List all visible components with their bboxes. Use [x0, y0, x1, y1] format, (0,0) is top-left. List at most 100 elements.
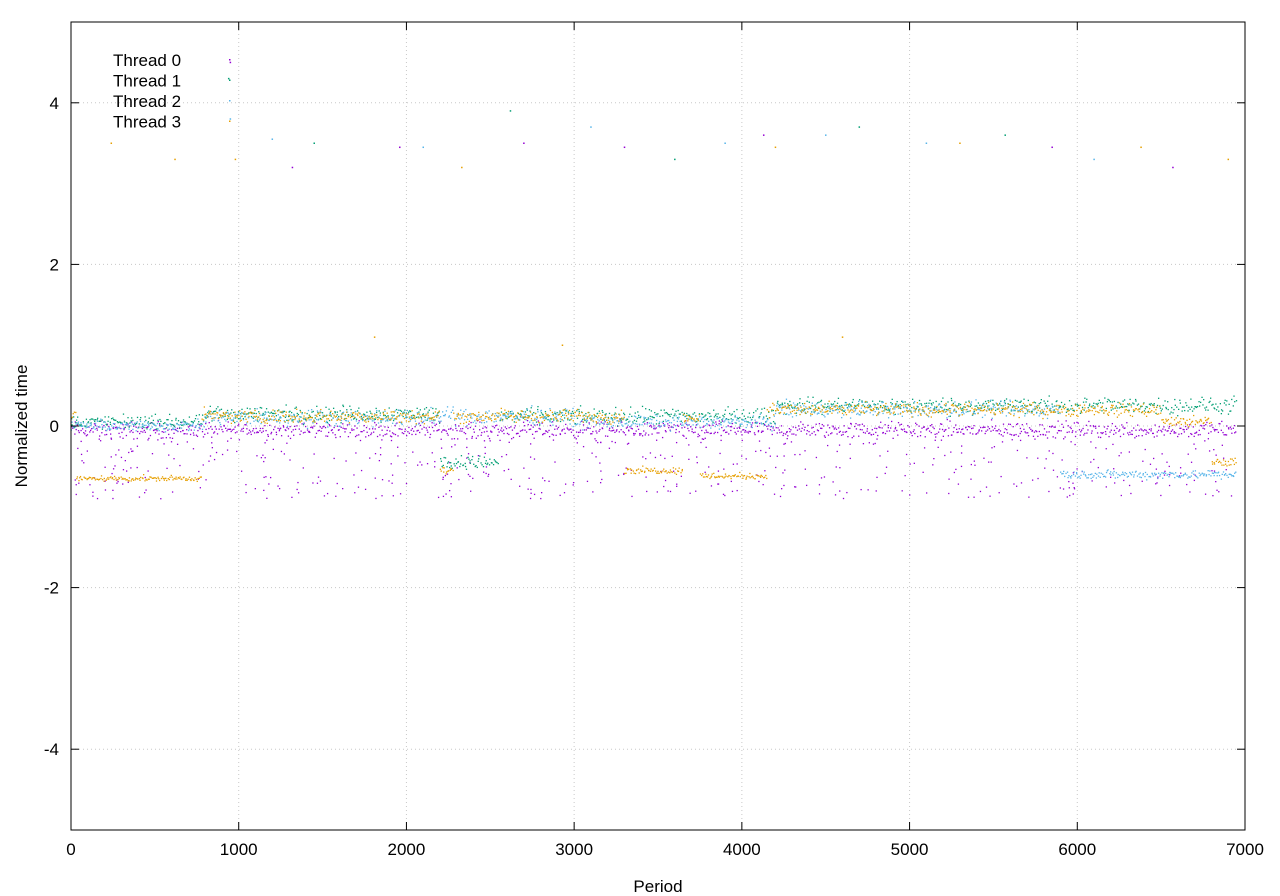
- data-point: [975, 433, 978, 435]
- data-point: [212, 418, 214, 420]
- data-point: [623, 412, 625, 414]
- data-point: [669, 490, 672, 493]
- data-point: [745, 420, 747, 422]
- data-point: [656, 491, 658, 493]
- data-point: [246, 407, 249, 409]
- data-point: [803, 405, 805, 407]
- data-point: [156, 430, 158, 432]
- data-point: [829, 406, 831, 409]
- data-point: [704, 432, 706, 434]
- data-point: [875, 407, 878, 409]
- data-point: [899, 424, 901, 426]
- data-point: [234, 413, 237, 416]
- data-point: [445, 471, 448, 473]
- data-point: [752, 415, 755, 417]
- data-point: [1023, 407, 1026, 409]
- data-point: [459, 465, 461, 468]
- data-point: [825, 408, 827, 411]
- data-point: [839, 430, 841, 433]
- data-point: [232, 420, 235, 422]
- data-point: [662, 422, 664, 425]
- data-point: [1212, 495, 1214, 497]
- data-point: [217, 420, 219, 422]
- data-point: [215, 410, 217, 412]
- data-point: [623, 472, 625, 475]
- data-point: [305, 417, 307, 419]
- data-point: [1014, 407, 1017, 410]
- data-point: [307, 417, 309, 420]
- data-point: [397, 409, 400, 411]
- data-point: [820, 427, 822, 429]
- data-point: [599, 482, 602, 484]
- data-point: [645, 476, 647, 478]
- data-point: [344, 419, 347, 422]
- data-point: [238, 414, 240, 417]
- data-point: [152, 419, 155, 422]
- data-point: [714, 425, 716, 428]
- data-point: [340, 419, 343, 422]
- data-point: [509, 415, 511, 418]
- data-point: [1035, 412, 1038, 414]
- data-point: [639, 469, 642, 471]
- data-point: [224, 415, 226, 418]
- data-point: [891, 398, 893, 401]
- data-point: [1231, 475, 1233, 477]
- data-point: [827, 444, 829, 447]
- data-point: [105, 433, 108, 436]
- data-point: [560, 416, 562, 418]
- data-point: [756, 408, 759, 410]
- data-point: [136, 416, 139, 419]
- data-point: [345, 460, 347, 462]
- data-point: [266, 422, 268, 424]
- data-point: [965, 426, 967, 428]
- data-point: [479, 421, 481, 423]
- data-point: [452, 409, 454, 411]
- outlier-point: [590, 126, 592, 128]
- data-point: [943, 409, 945, 411]
- data-point: [467, 473, 470, 476]
- data-point: [613, 422, 616, 424]
- data-point: [99, 420, 102, 422]
- data-point: [608, 419, 610, 421]
- data-point: [717, 424, 719, 427]
- data-point: [221, 417, 223, 419]
- data-point: [103, 480, 105, 482]
- data-point: [110, 428, 112, 430]
- data-point: [237, 418, 240, 420]
- data-point: [116, 420, 119, 423]
- data-point: [1142, 430, 1145, 432]
- data-point: [326, 420, 328, 423]
- data-point: [901, 429, 904, 431]
- data-point: [802, 409, 804, 412]
- data-point: [932, 464, 934, 466]
- data-point: [264, 457, 266, 459]
- data-point: [1123, 474, 1126, 476]
- data-point: [1109, 476, 1112, 478]
- data-point: [1000, 434, 1002, 436]
- data-point: [529, 428, 532, 430]
- data-point: [1124, 405, 1126, 408]
- data-point: [1042, 411, 1044, 413]
- data-point: [810, 411, 813, 413]
- data-point: [1011, 439, 1013, 441]
- data-point: [304, 412, 306, 414]
- data-point: [365, 421, 367, 423]
- data-point: [994, 409, 997, 412]
- data-point: [427, 417, 429, 419]
- data-point: [107, 428, 109, 430]
- data-point: [1109, 431, 1111, 433]
- data-point: [223, 413, 225, 415]
- data-point: [816, 429, 819, 431]
- data-point: [501, 430, 503, 433]
- data-point: [399, 413, 402, 415]
- data-point: [423, 426, 425, 429]
- data-point: [87, 425, 90, 428]
- data-point: [990, 430, 992, 432]
- data-point: [360, 415, 363, 418]
- data-point: [1208, 401, 1210, 404]
- data-point: [760, 449, 762, 452]
- data-point: [1019, 439, 1022, 442]
- data-point: [907, 410, 909, 412]
- data-point: [265, 476, 267, 478]
- data-point: [349, 414, 351, 416]
